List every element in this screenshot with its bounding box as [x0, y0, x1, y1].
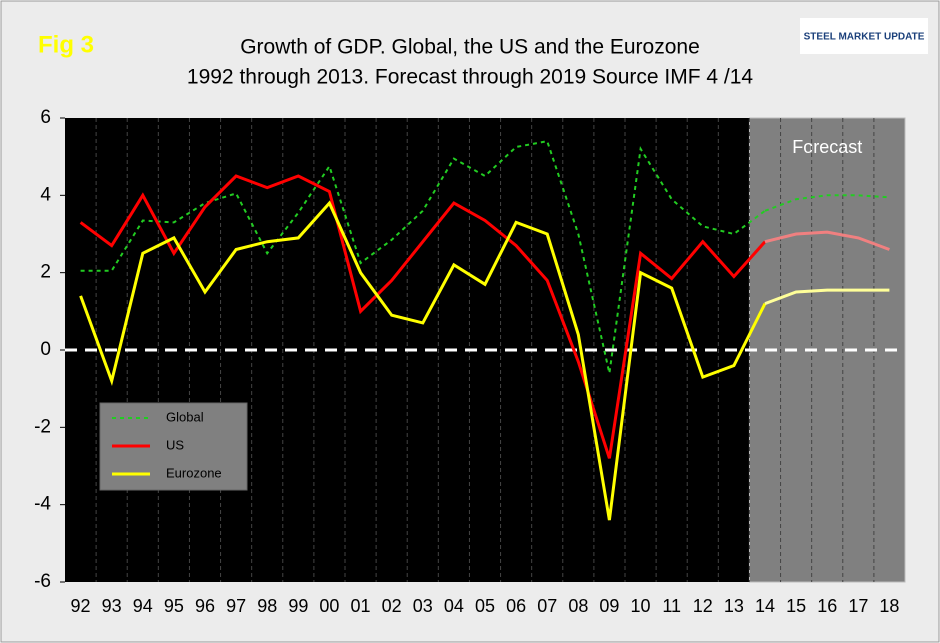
- x-tick-label: 07: [537, 596, 557, 616]
- x-tick-label: 08: [568, 596, 588, 616]
- x-tick-label: 13: [724, 596, 744, 616]
- x-tick-label: 06: [506, 596, 526, 616]
- x-tick-label: 04: [444, 596, 464, 616]
- x-tick-label: 98: [257, 596, 277, 616]
- chart-subtitle: 1992 through 2013. Forecast through 2019…: [187, 66, 754, 89]
- x-tick-label: 97: [226, 596, 246, 616]
- x-tick-label: 93: [102, 596, 122, 616]
- x-tick-label: 18: [879, 596, 899, 616]
- x-tick-label: 05: [475, 596, 495, 616]
- chart-title: Growth of GDP. Global, the US and the Eu…: [240, 36, 700, 59]
- x-tick-label: 12: [693, 596, 713, 616]
- x-tick-label: 10: [631, 596, 651, 616]
- y-tick-label: 4: [40, 184, 51, 205]
- series-line: [79, 174, 767, 459]
- forecast-label: Forecast: [792, 137, 862, 157]
- x-tick-label: 09: [599, 596, 619, 616]
- series-line: [79, 200, 767, 521]
- y-tick-label: -2: [34, 416, 51, 437]
- x-tick-label: 94: [133, 596, 153, 616]
- x-tick-label: 11: [662, 596, 681, 616]
- y-tick-label: 0: [40, 339, 51, 360]
- x-tick-label: 17: [848, 596, 868, 616]
- x-tick-label: 03: [413, 596, 433, 616]
- x-tick-label: 14: [755, 596, 775, 616]
- series-line: [80, 140, 766, 374]
- legend-label: Global: [166, 409, 204, 424]
- series-line: [764, 288, 890, 306]
- x-tick-label: 15: [786, 596, 806, 616]
- legend-label: US: [166, 437, 184, 452]
- x-tick-label: 96: [195, 596, 215, 616]
- x-tick-label: 02: [382, 596, 402, 616]
- x-tick-label: 00: [319, 596, 339, 616]
- x-tick-label: 92: [71, 596, 91, 616]
- series-line: [764, 230, 890, 251]
- x-tick-label: 99: [288, 596, 308, 616]
- logo-box: [800, 18, 928, 54]
- y-tick-label: -6: [34, 571, 51, 592]
- x-tick-label: 16: [817, 596, 837, 616]
- legend-label: Eurozone: [166, 465, 222, 480]
- y-tick-label: -4: [34, 494, 51, 515]
- fig-label: Fig 3: [38, 31, 94, 58]
- logo: STEEL MARKET UPDATE: [804, 32, 925, 43]
- series-line: [764, 194, 890, 212]
- x-tick-label: 01: [351, 596, 371, 616]
- x-tick-label: 95: [164, 596, 184, 616]
- y-tick-label: 2: [40, 262, 51, 283]
- y-tick-label: 6: [40, 107, 51, 128]
